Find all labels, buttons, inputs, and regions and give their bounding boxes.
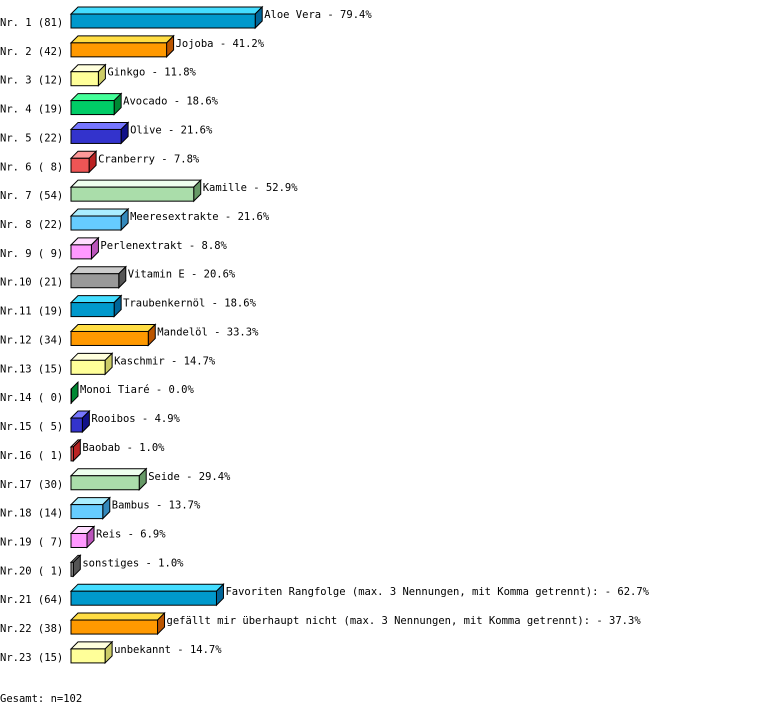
bar-value-label: Baobab - 1.0%: [82, 442, 165, 454]
category-label: Nr. 3 (12): [0, 75, 63, 87]
bar: [70, 475, 140, 491]
category-label: Nr. 9 ( 9): [0, 248, 63, 260]
bar-top: [69, 93, 123, 102]
category-label: Nr. 6 ( 8): [0, 161, 63, 173]
bar-side: [70, 380, 79, 405]
category-label: Nr.13 (15): [0, 363, 63, 375]
total-label: Gesamt: n=102: [0, 693, 82, 705]
bar-top: [69, 612, 166, 621]
bar: [70, 388, 72, 404]
bar-top: [69, 35, 175, 44]
bar-value-label: Favoriten Rangfolge (max. 3 Nennungen, m…: [225, 586, 649, 598]
bar-value-label: sonstiges - 1.0%: [82, 557, 184, 569]
bar-value-label: Monoi Tiaré - 0.0%: [80, 384, 194, 396]
bar-top: [69, 266, 127, 275]
category-label: Nr.16 ( 1): [0, 450, 63, 462]
bar: [70, 561, 74, 577]
bar-value-label: Seide - 29.4%: [148, 471, 231, 483]
bar-value-label: Mandelöl - 33.3%: [157, 326, 259, 338]
bar-top: [69, 6, 264, 15]
bar-value-label: Rooibos - 4.9%: [91, 413, 180, 425]
bar-top: [69, 583, 225, 592]
bar: [70, 13, 256, 29]
category-label: Nr.18 (14): [0, 508, 63, 520]
bar: [70, 590, 217, 606]
bar: [70, 186, 195, 202]
bar: [70, 215, 122, 231]
bar: [70, 302, 115, 318]
bar-top: [69, 323, 157, 332]
bar: [70, 359, 106, 375]
category-label: Nr. 4 (19): [0, 104, 63, 116]
bar-value-label: Ginkgo - 11.8%: [107, 67, 196, 79]
bar: [70, 417, 83, 433]
bar-value-label: Cranberry - 7.8%: [98, 153, 200, 165]
bar-value-label: Jojoba - 41.2%: [176, 38, 265, 50]
bar: [70, 648, 106, 664]
bar-value-label: Traubenkernöl - 18.6%: [123, 298, 256, 310]
category-label: Nr. 8 (22): [0, 219, 63, 231]
bar-value-label: unbekannt - 14.7%: [114, 644, 222, 656]
bar-value-label: Aloe Vera - 79.4%: [264, 9, 372, 21]
bar: [70, 71, 99, 87]
bar-top: [69, 468, 148, 477]
bar: [70, 619, 159, 635]
bar-value-label: Vitamin E - 20.6%: [128, 269, 236, 281]
bar-value-label: Olive - 21.6%: [130, 124, 213, 136]
bar: [70, 128, 122, 144]
category-label: Nr.15 ( 5): [0, 421, 63, 433]
bar-value-label: Bambus - 13.7%: [112, 500, 201, 512]
bar-value-label: Reis - 6.9%: [96, 528, 166, 540]
bar: [70, 42, 168, 58]
category-label: Nr.14 ( 0): [0, 392, 63, 404]
bar-value-label: gefällt mir überhaupt nicht (max. 3 Nenn…: [167, 615, 642, 627]
bar-value-label: Kaschmir - 14.7%: [114, 355, 216, 367]
category-label: Nr. 2 (42): [0, 46, 63, 58]
category-label: Nr.20 ( 1): [0, 565, 63, 577]
category-label: Nr.10 (21): [0, 277, 63, 289]
category-label: Nr.12 (34): [0, 334, 63, 346]
category-label: Nr.19 ( 7): [0, 536, 63, 548]
bar: [70, 244, 92, 260]
bar-value-label: Perlenextrakt - 8.8%: [100, 240, 227, 252]
category-label: Nr.23 (15): [0, 652, 63, 664]
category-label: Nr. 5 (22): [0, 132, 63, 144]
bar: [70, 532, 88, 548]
bar: [70, 273, 120, 289]
category-label: Nr.22 (38): [0, 623, 63, 635]
bar-top: [69, 295, 123, 304]
bar-top: [69, 121, 130, 130]
bar-value-label: Meeresextrakte - 21.6%: [130, 211, 270, 223]
bar-value-label: Avocado - 18.6%: [123, 96, 219, 108]
bar: [70, 504, 104, 520]
category-label: Nr.21 (64): [0, 594, 63, 606]
bar: [70, 446, 74, 462]
category-label: Nr.17 (30): [0, 479, 63, 491]
bar: [70, 100, 115, 116]
bar-value-label: Kamille - 52.9%: [203, 182, 299, 194]
bar: [70, 157, 90, 173]
category-label: Nr. 7 (54): [0, 190, 63, 202]
category-label: Nr.11 (19): [0, 306, 63, 318]
category-label: Nr. 1 (81): [0, 17, 63, 29]
bar-top: [69, 179, 202, 188]
bar-top: [69, 208, 130, 217]
bar: [70, 330, 149, 346]
